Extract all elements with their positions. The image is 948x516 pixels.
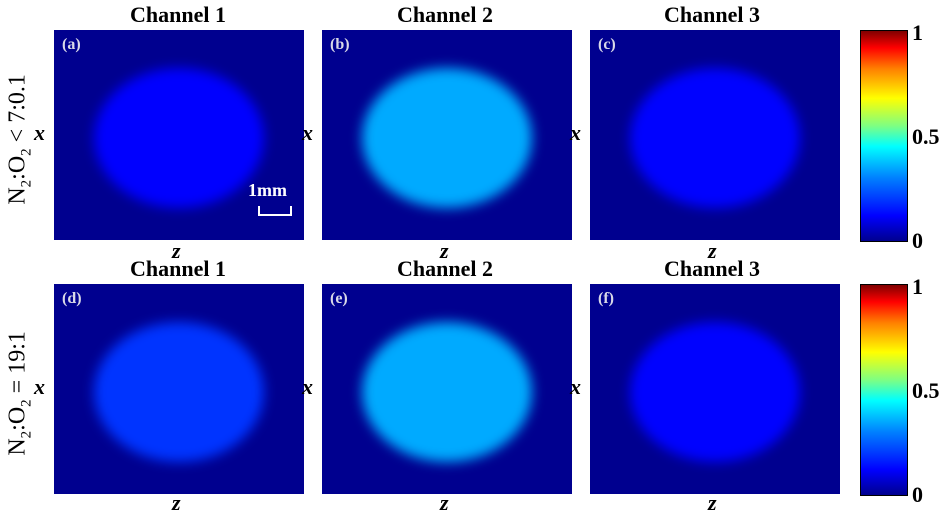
y-axis-label: x — [34, 374, 45, 399]
heatmap-panel-c: (c) — [590, 30, 840, 240]
scale-bar — [258, 206, 292, 216]
panel-tag: (a) — [62, 36, 81, 53]
heatmap-panel-b: (b) — [322, 30, 572, 240]
intensity-region — [362, 68, 532, 208]
column-title-1: Channel 1 — [130, 256, 226, 281]
y-axis-label: x — [570, 120, 581, 145]
colorbar-tick: 0 — [912, 228, 923, 253]
colorbar-tick: 0.5 — [912, 378, 940, 403]
y-axis-label: x — [570, 374, 581, 399]
intensity-region — [94, 68, 264, 208]
panel-tag: (c) — [598, 36, 616, 53]
row-label-2: N2:O2 = 19:1 — [4, 331, 35, 456]
column-title-3: Channel 3 — [664, 2, 760, 27]
panel-tag: (f) — [598, 290, 614, 307]
intensity-region — [630, 68, 800, 208]
row-label-1: N2:O2 < 7:0.1 — [4, 74, 35, 205]
intensity-region — [94, 322, 264, 462]
colorbar — [860, 30, 908, 242]
colorbar — [860, 284, 908, 496]
column-title-2: Channel 2 — [397, 2, 493, 27]
x-axis-label: z — [440, 238, 449, 263]
panel-tag: (d) — [62, 290, 82, 307]
panel-tag: (e) — [330, 290, 348, 307]
x-axis-label: z — [708, 490, 717, 515]
heatmap-panel-a: (a) — [54, 30, 304, 240]
colorbar-tick: 0 — [912, 482, 923, 507]
panel-tag: (b) — [330, 36, 350, 53]
colorbar-tick: 1 — [912, 274, 923, 299]
scale-bar-label: 1mm — [248, 180, 287, 200]
heatmap-panel-e: (e) — [322, 284, 572, 494]
x-axis-label: z — [172, 238, 181, 263]
x-axis-label: z — [440, 490, 449, 515]
x-axis-label: z — [172, 490, 181, 515]
y-axis-label: x — [302, 374, 313, 399]
colorbar-tick: 1 — [912, 20, 923, 45]
column-title-1: Channel 1 — [130, 2, 226, 27]
column-title-3: Channel 3 — [664, 256, 760, 281]
heatmap-panel-d: (d) — [54, 284, 304, 494]
x-axis-label: z — [708, 238, 717, 263]
y-axis-label: x — [302, 120, 313, 145]
heatmap-panel-f: (f) — [590, 284, 840, 494]
y-axis-label: x — [34, 120, 45, 145]
intensity-region — [630, 322, 800, 462]
intensity-region — [362, 322, 532, 462]
column-title-2: Channel 2 — [397, 256, 493, 281]
colorbar-tick: 0.5 — [912, 124, 940, 149]
